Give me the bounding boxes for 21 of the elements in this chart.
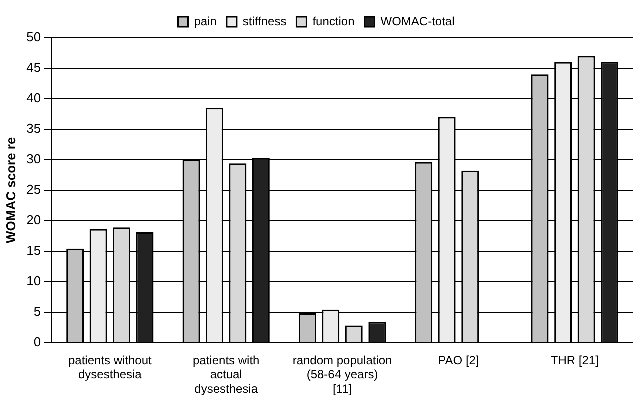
y-tick-label: 40 — [26, 90, 42, 106]
y-tick-label: 15 — [26, 242, 42, 258]
y-tick-label: 5 — [34, 304, 42, 319]
legend-label: function — [312, 14, 355, 28]
legend-label: stiffness — [242, 14, 287, 28]
y-tick-label: 50 — [26, 30, 42, 45]
y-tick-label: 10 — [26, 273, 42, 288]
y-tick-label: 30 — [26, 152, 42, 166]
x-tick-label: PAO [2] — [438, 353, 480, 368]
x-tick-label: patients without dysesthesia — [68, 353, 153, 382]
legend-label: WOMAC-total — [380, 14, 455, 28]
x-tick-label: patients with actual dysesthesia — [192, 353, 260, 396]
y-tick-label: 20 — [26, 212, 42, 228]
legend-label: pain — [194, 14, 217, 28]
y-axis-title: WOMAC score re — [3, 137, 18, 244]
y-tick-label: 35 — [26, 121, 42, 136]
y-tick-label: 0 — [34, 334, 42, 350]
y-tick-label: 25 — [26, 182, 42, 197]
y-tick-label: 45 — [26, 60, 42, 76]
x-tick-label: THR [21] — [550, 353, 599, 368]
x-tick-label: random population (58-64 years) [11] — [292, 353, 392, 396]
